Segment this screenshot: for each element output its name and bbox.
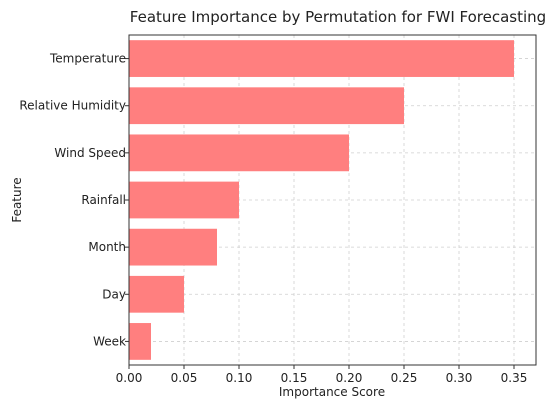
y-tick-label: Rainfall	[81, 193, 126, 207]
x-tick-label: 0.25	[391, 371, 418, 385]
x-tick-label: 0.05	[171, 371, 198, 385]
chart-title: Feature Importance by Permutation for FW…	[130, 8, 546, 26]
bar-temperature	[129, 40, 514, 77]
y-tick-label: Relative Humidity	[19, 99, 126, 113]
bar-day	[129, 275, 184, 313]
x-axis-label: Importance Score	[279, 385, 385, 399]
y-axis-label: Feature	[10, 177, 24, 222]
bar-relative-humidity	[129, 87, 404, 125]
x-tick-label: 0.35	[501, 371, 528, 385]
y-tick-label: Month	[88, 240, 126, 254]
y-tick-label: Day	[102, 287, 126, 301]
y-tick-label: Wind Speed	[54, 146, 126, 160]
bar-week	[129, 323, 151, 360]
x-tick-label: 0.30	[446, 371, 473, 385]
bar-layer	[129, 40, 514, 360]
tick-layer: 0.00 0.05 0.10 0.15 0.20 0.25 0.30 0.35 Temperat…	[19, 52, 527, 385]
y-tick-label: Week	[93, 334, 126, 348]
x-tick-label: 0.10	[226, 371, 253, 385]
y-tick-label: Temperature	[49, 52, 126, 66]
bar-month	[129, 228, 217, 266]
bar-wind-speed	[129, 134, 349, 172]
x-tick-label: 0.15	[281, 371, 308, 385]
x-tick-label: 0.00	[116, 371, 143, 385]
bar-rainfall	[129, 181, 239, 219]
x-tick-label: 0.20	[336, 371, 363, 385]
